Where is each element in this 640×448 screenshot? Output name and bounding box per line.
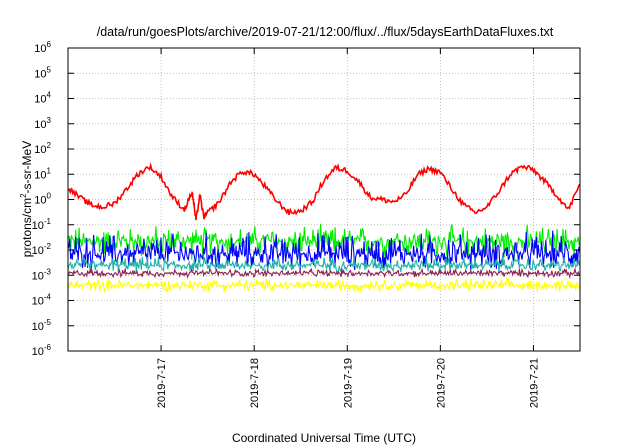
x-tick-label: 2019-7-17 (156, 358, 168, 408)
y-tick-label: 10-4 (32, 293, 52, 308)
y-tick-label: 102 (34, 141, 51, 156)
x-tick-label: 2019-7-21 (528, 358, 540, 408)
y-tick-label: 103 (34, 116, 51, 131)
y-tick-label: 105 (34, 65, 51, 80)
y-tick-label: 106 (34, 40, 51, 55)
series-line (67, 162, 581, 220)
y-tick-label: 10-6 (32, 343, 52, 358)
y-tick-label: 104 (34, 91, 51, 106)
y-axis-label-unit: -s-sr-MeV (20, 141, 34, 194)
y-tick-label: 10-3 (32, 267, 52, 282)
y-axis-label: protons/cm2-s-sr-MeV (19, 141, 34, 257)
y-axis-label-exponent: 2 (19, 193, 28, 198)
y-tick-label: 10-2 (32, 242, 52, 257)
x-axis-label: Coordinated Universal Time (UTC) (232, 431, 416, 445)
grid-lines (68, 48, 580, 351)
x-tick-label: 2019-7-19 (342, 358, 354, 408)
chart-title: /data/run/goesPlots/archive/2019-07-21/1… (97, 25, 554, 39)
series-line (67, 267, 581, 280)
series-line (67, 256, 581, 274)
series-line (67, 223, 581, 260)
y-axis: 10-6 10-5 10-4 10-3 10-2 10-1 100 101 102 103 104 1… (32, 40, 580, 358)
y-tick-label: 10-1 (32, 217, 52, 232)
y-axis-label-main: protons/cm (20, 198, 34, 257)
x-tick-label: 2019-7-18 (249, 358, 261, 408)
y-tick-label: 100 (34, 192, 51, 207)
series-layer (67, 162, 581, 293)
y-tick-label: 101 (34, 166, 51, 181)
x-axis: 2019-7-17 2019-7-18 2019-7-19 2019-7-20 2019… (156, 48, 540, 408)
x-tick-label: 2019-7-20 (435, 358, 447, 408)
y-tick-label: 10-5 (32, 318, 52, 333)
series-line (67, 230, 581, 272)
series-line (67, 276, 581, 293)
